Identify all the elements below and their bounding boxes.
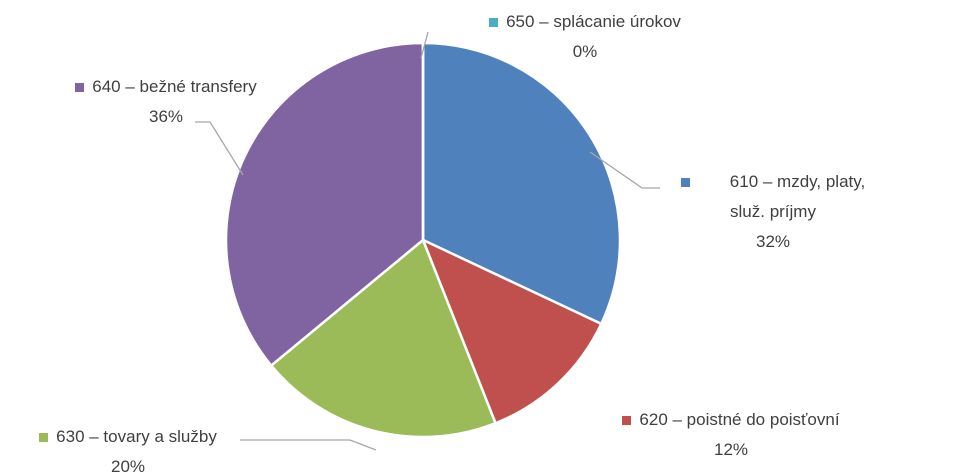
leader-line — [589, 151, 660, 189]
leader-line — [420, 31, 429, 59]
label-percent: 32% — [755, 232, 791, 251]
label-line: 620 – poistné do poisťovní — [566, 405, 896, 435]
label-name: 650 – splácanie úrokov — [506, 12, 681, 31]
legend-swatch — [489, 18, 499, 28]
pie-slice — [269, 237, 498, 439]
label-line: 640 – bežné transfery — [36, 72, 296, 102]
pie-slice — [421, 41, 622, 326]
data-label: 630 – tovary a služby 20% — [8, 422, 248, 474]
leader-line — [195, 121, 244, 176]
leader-line — [240, 439, 377, 451]
label-name: 640 – bežné transfery — [92, 77, 257, 96]
label-line: 650 – splácanie úrokov — [440, 7, 730, 37]
label-percent: 12% — [713, 440, 749, 459]
legend-swatch — [622, 416, 632, 426]
legend-swatch — [39, 433, 49, 443]
label-name: 630 – tovary a služby — [56, 427, 217, 446]
label-percent: 0% — [572, 42, 598, 61]
data-label: 650 – splácanie úrokov 0% — [440, 7, 730, 67]
data-label: 640 – bežné transfery 36% — [36, 72, 296, 132]
data-label: 610 – mzdy, platy, služ. príjmy 32% — [668, 167, 878, 257]
legend-swatch — [680, 178, 690, 188]
label-name: 610 – mzdy, platy, služ. príjmy — [729, 172, 866, 221]
label-percent: 20% — [110, 457, 146, 474]
data-label: 620 – poistné do poisťovní 12% — [566, 405, 896, 465]
pie-slice — [420, 237, 603, 425]
pie-slice — [224, 41, 425, 368]
label-name: 620 – poistné do poisťovní — [639, 410, 840, 429]
label-percent: 36% — [148, 107, 184, 126]
legend-swatch — [75, 83, 85, 93]
label-line: 630 – tovary a služby — [8, 422, 248, 452]
label-line: 610 – mzdy, platy, služ. príjmy — [668, 167, 878, 227]
